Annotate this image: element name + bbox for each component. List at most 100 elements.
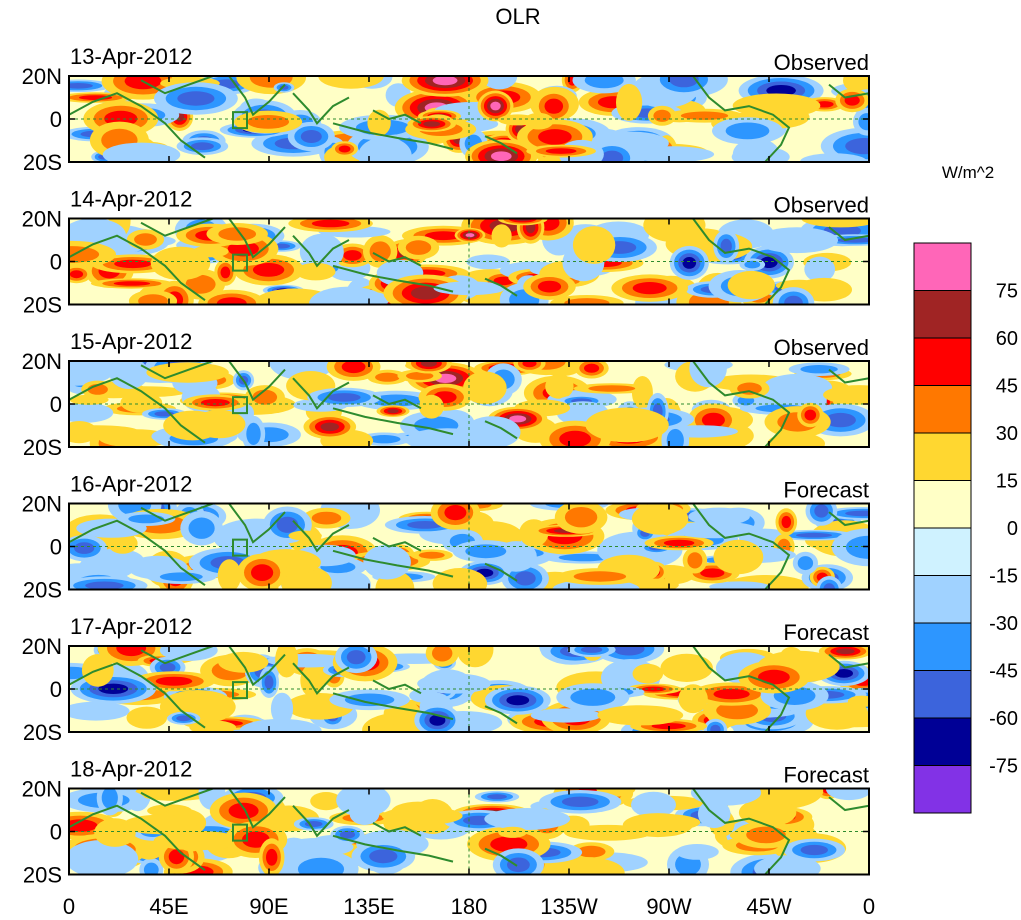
coastline — [484, 420, 518, 440]
x-tick-label: 135W — [540, 894, 598, 919]
panel-date-label: 15-Apr-2012 — [70, 329, 192, 354]
anomaly-blob — [653, 109, 671, 122]
anomaly-blob — [720, 238, 732, 254]
anomaly-blob — [538, 129, 572, 145]
anomaly-blob — [585, 407, 669, 443]
anomaly-blob — [580, 646, 603, 653]
anomaly-blob — [663, 539, 695, 547]
anomaly-blob — [558, 553, 611, 562]
x-tick-label: 45E — [149, 894, 188, 919]
anomaly-blob — [507, 857, 530, 873]
anomaly-blob — [766, 85, 796, 97]
anomaly-blob — [491, 224, 512, 248]
anomaly-blob — [390, 801, 446, 824]
anomaly-blob — [465, 233, 475, 238]
colorbar-swatch — [913, 575, 972, 624]
anomaly-blob — [588, 385, 636, 392]
anomaly-blob — [523, 112, 554, 130]
anomaly-blob — [320, 422, 339, 432]
anomaly-blob — [201, 399, 230, 407]
y-tick-label: 20N — [22, 64, 62, 89]
anomaly-blob — [632, 282, 667, 295]
coastline — [484, 847, 518, 867]
anomaly-blob — [418, 551, 445, 559]
coastline — [332, 549, 454, 578]
coastline — [228, 788, 286, 829]
anomaly-blob — [823, 583, 835, 590]
anomaly-blob — [69, 421, 98, 444]
anomaly-blob — [544, 98, 564, 114]
panel-kind-label: Forecast — [783, 763, 869, 788]
y-tick-label: 0 — [50, 535, 62, 560]
anomaly-blob — [163, 410, 222, 441]
panel-date-label: 16-Apr-2012 — [70, 472, 192, 497]
anomaly-blob — [727, 270, 775, 300]
anomaly-blob — [804, 409, 817, 421]
colorbar-swatch — [913, 765, 972, 814]
coastline — [69, 377, 206, 444]
panel-date-label: 17-Apr-2012 — [70, 614, 192, 639]
anomaly-blob — [784, 295, 803, 305]
anomaly-blob — [176, 715, 192, 722]
coastline — [228, 503, 286, 544]
anomaly-blob — [143, 862, 159, 875]
anomaly-blob — [246, 422, 261, 445]
region-box — [232, 253, 248, 272]
anomaly-blob — [746, 826, 786, 844]
olr-anomaly-field — [69, 788, 869, 875]
colorbar-level-label: -60 — [989, 708, 1018, 730]
colorbar-swatch — [913, 242, 972, 291]
anomaly-blob — [514, 571, 536, 586]
anomaly-blob — [74, 542, 95, 554]
anomaly-blob — [346, 650, 366, 665]
region-box — [232, 538, 248, 557]
coastline — [228, 361, 286, 402]
anomaly-blob — [102, 142, 181, 162]
anomaly-blob — [252, 389, 278, 405]
anomaly-blob — [498, 826, 527, 838]
coastline — [692, 76, 791, 162]
anomaly-blob — [310, 792, 342, 811]
anomaly-blob — [823, 385, 869, 405]
anomaly-blob — [387, 409, 399, 414]
panel-kind-label: Forecast — [783, 620, 869, 645]
y-tick-label: 20N — [22, 492, 62, 517]
anomaly-blob — [755, 227, 839, 254]
anomaly-blob — [405, 240, 432, 255]
anomaly-blob — [762, 373, 833, 402]
anomaly-blob — [406, 371, 434, 380]
colorbar-swatch — [913, 717, 972, 766]
anomaly-blob — [264, 675, 274, 690]
anomaly-blob — [564, 507, 598, 528]
anomaly-blob — [114, 259, 152, 269]
anomaly-blob — [420, 361, 437, 367]
anomaly-blob — [631, 376, 653, 409]
anomaly-blob — [845, 535, 869, 559]
x-axis: 0 45E 90E 135E 180 135W 90W 45W 0 — [63, 894, 875, 919]
anomaly-blob — [643, 218, 706, 243]
y-tick-label: 20S — [23, 578, 62, 603]
anomaly-blob — [251, 564, 274, 581]
region-box — [232, 681, 248, 700]
coastline — [140, 76, 214, 95]
y-tick-label: 20S — [23, 720, 62, 745]
coastline — [692, 788, 791, 875]
anomaly-blob — [288, 530, 322, 541]
anomaly-blob — [463, 371, 507, 405]
anomaly-blob — [295, 262, 336, 281]
anomaly-blob — [666, 428, 684, 447]
olr-anomaly-field — [69, 76, 869, 162]
panel-3: 20N 0 20S 15-Apr-2012 Observed — [22, 329, 870, 460]
anomaly-blob — [190, 142, 214, 151]
anomaly-blob — [632, 663, 664, 684]
anomaly-blob — [109, 361, 149, 389]
anomaly-blob — [506, 695, 530, 706]
anomaly-blob — [297, 857, 345, 875]
anomaly-blob — [218, 651, 269, 673]
anomaly-blob — [218, 227, 257, 241]
colorbar-level-label: -15 — [989, 566, 1018, 588]
y-tick-label: 20N — [22, 777, 62, 802]
y-tick-label: 20S — [23, 863, 62, 888]
colorbar-units-label: W/m^2 — [942, 163, 994, 182]
anomaly-blob — [616, 83, 643, 121]
